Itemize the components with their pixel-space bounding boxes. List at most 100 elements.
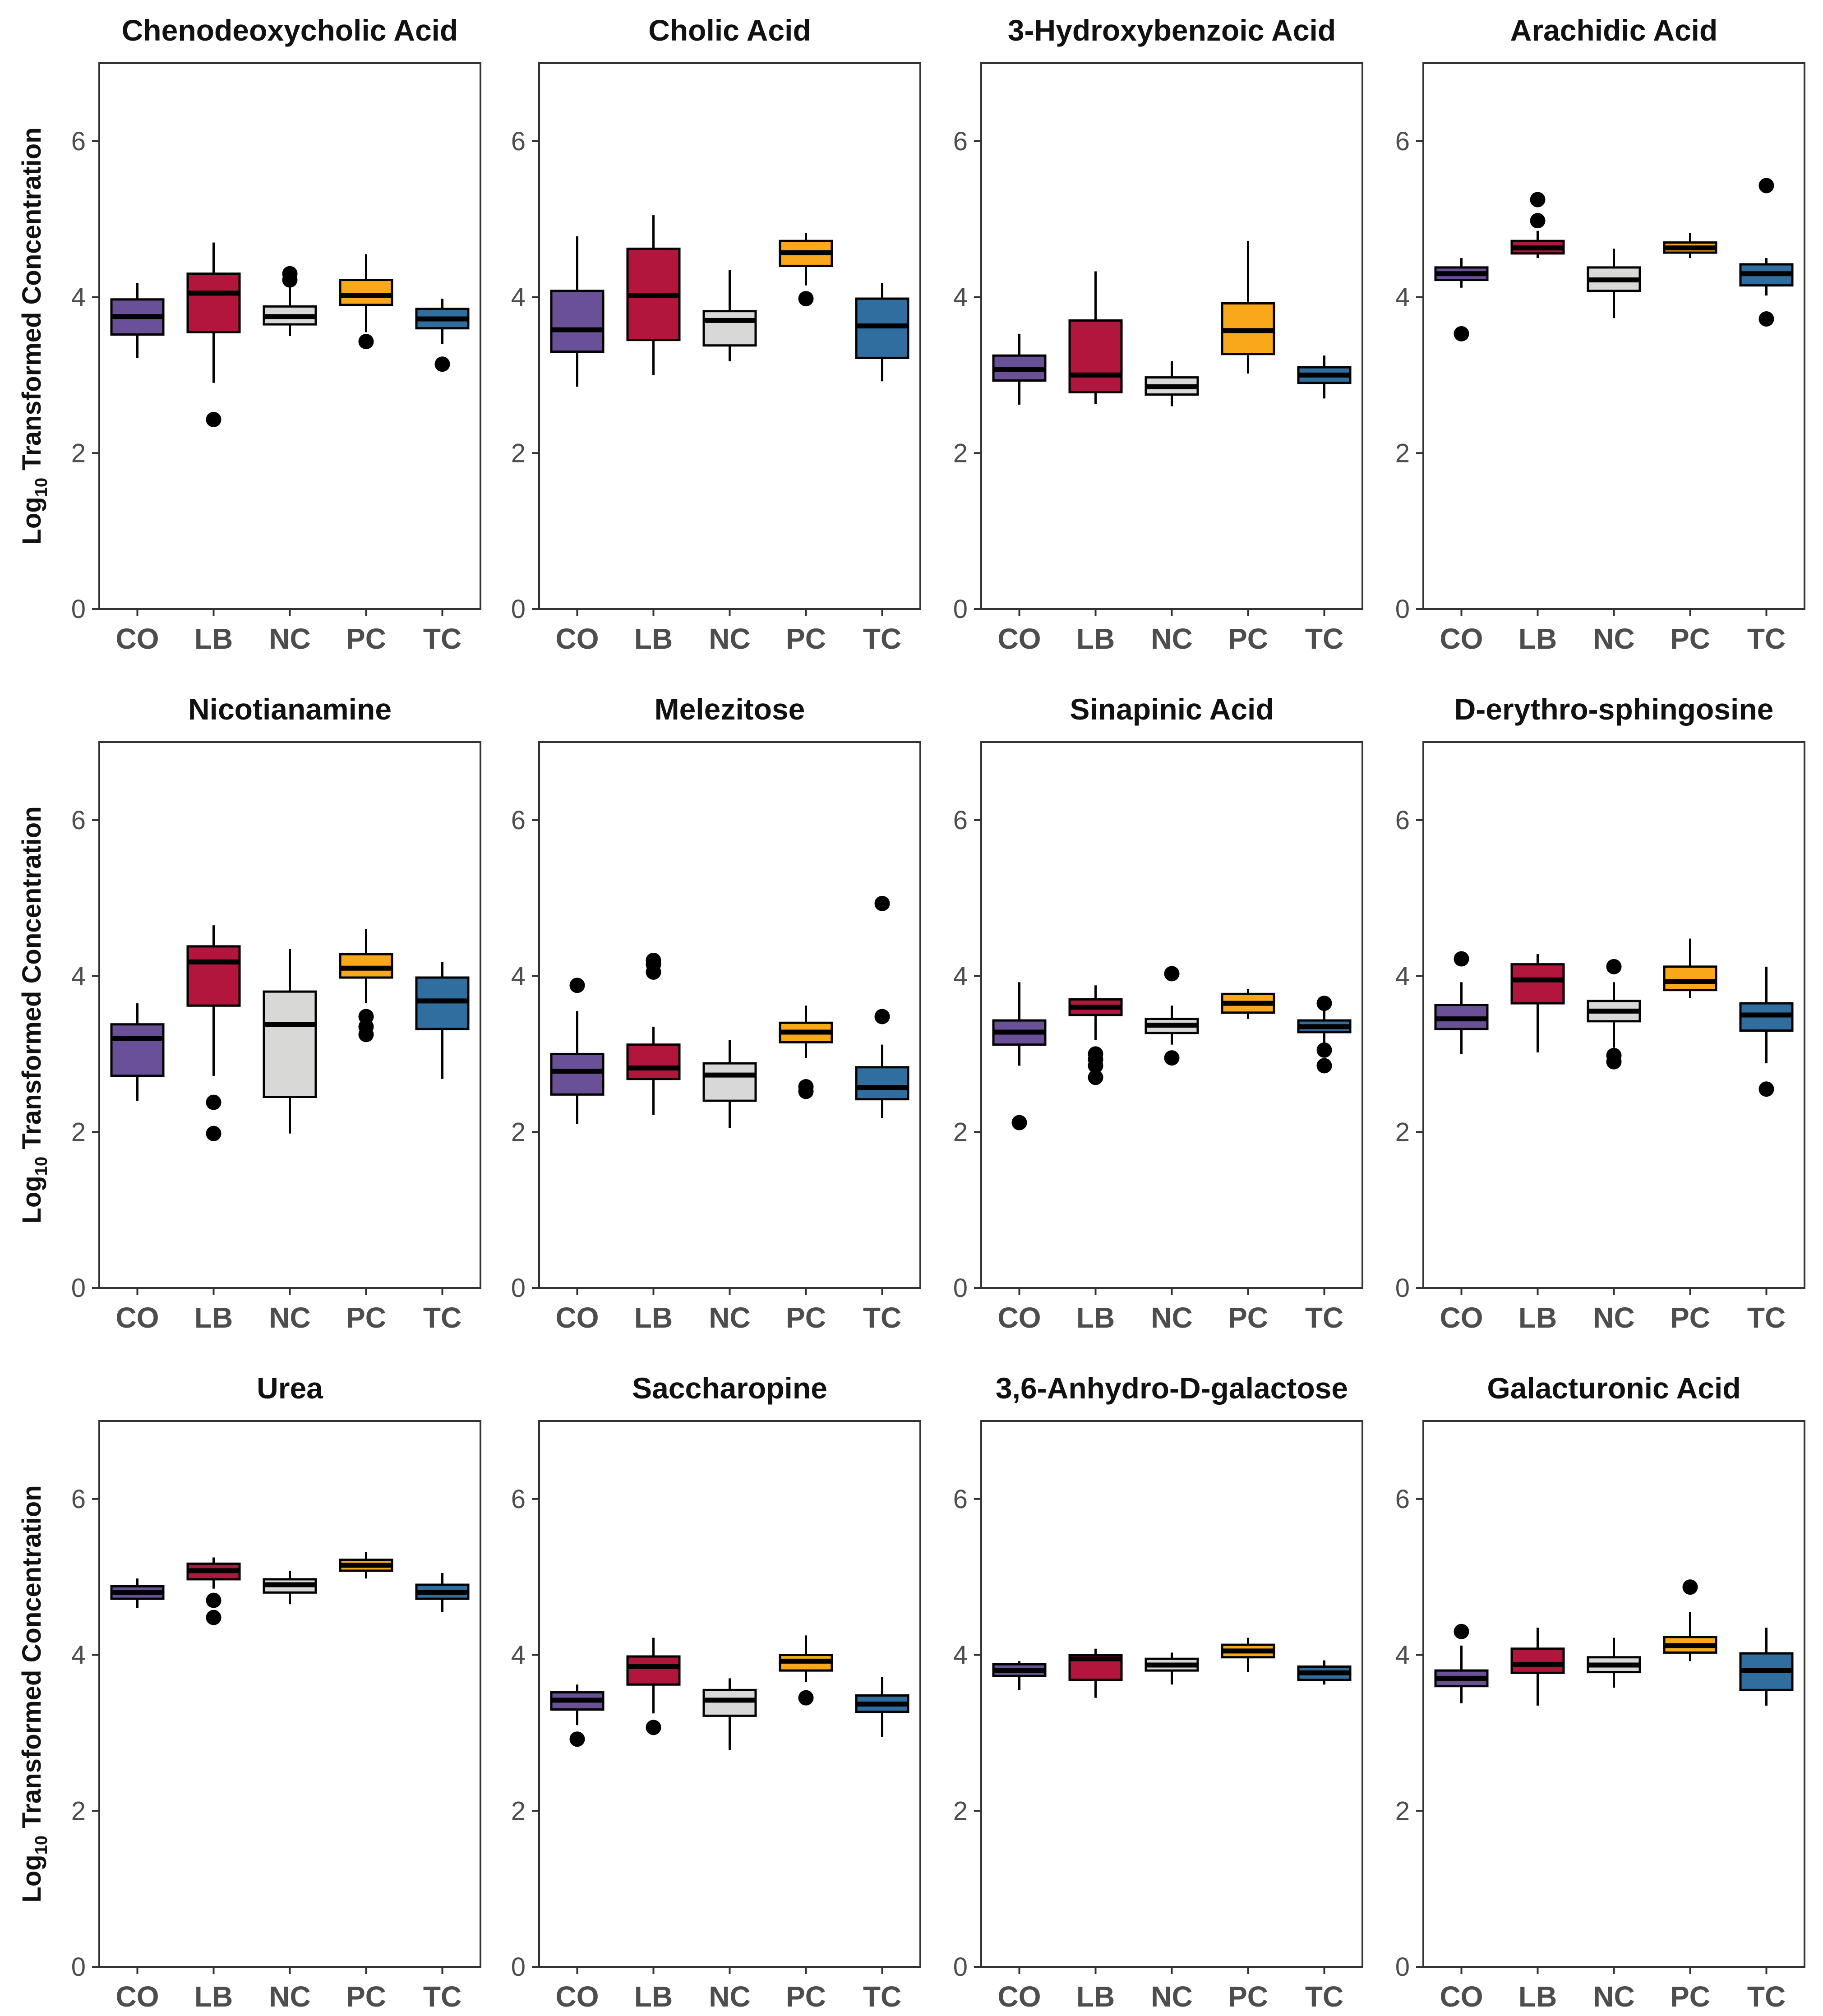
x-tick-label: CO xyxy=(556,623,599,655)
outlier-point xyxy=(646,1720,661,1735)
iqr-box xyxy=(339,279,393,306)
panel-1: Chenodeoxycholic Acid 0 2 4 6 CO LB NC PC TC Log10… xyxy=(17,14,481,655)
x-tick-label: CO xyxy=(1440,1301,1483,1334)
box-lb xyxy=(626,1638,681,1735)
x-tick-label: TC xyxy=(423,1980,462,2013)
y-tick-label: 2 xyxy=(71,438,86,468)
x-tick-label: PC xyxy=(1670,1301,1710,1334)
x-tick-label: CO xyxy=(998,1980,1041,2013)
outlier-point xyxy=(282,266,298,281)
panel-8: D-erythro-sphingosine 0 2 4 6 CO LB NC PC TC xyxy=(1395,692,1805,1334)
iqr-box xyxy=(263,990,317,1098)
x-tick-label: PC xyxy=(1670,1980,1710,2013)
iqr-box xyxy=(626,1043,681,1080)
plot-frame xyxy=(980,62,1363,610)
box-tc xyxy=(855,283,909,382)
outlier-point xyxy=(1530,213,1546,229)
panel-6: Melezitose 0 2 4 6 CO LB NC PC TC xyxy=(511,692,921,1334)
y-tick-label: 2 xyxy=(1395,438,1410,468)
y-tick-label: 6 xyxy=(953,127,968,156)
outlier-point xyxy=(798,1084,814,1099)
box-nc xyxy=(1587,1638,1641,1688)
outlier-point xyxy=(1606,1054,1622,1070)
y-tick-label: 0 xyxy=(1395,595,1410,624)
box-tc xyxy=(415,299,470,372)
box-tc xyxy=(1297,1660,1352,1685)
box-nc xyxy=(263,949,317,1134)
x-tick-label: LB xyxy=(1076,1301,1115,1334)
box-co xyxy=(992,982,1047,1130)
outlier-point xyxy=(1316,1058,1332,1074)
y-axis-title: Log10 Transformed Concentration xyxy=(17,806,51,1223)
panel-12: Galacturonic Acid 0 2 4 6 CO LB NC PC TC xyxy=(1395,1371,1805,2013)
y-tick-label: 6 xyxy=(511,127,526,156)
box-pc xyxy=(779,1006,833,1099)
box-nc xyxy=(702,270,757,361)
box-co xyxy=(1434,951,1489,1054)
panel-9: Urea 0 2 4 6 CO LB NC PC TC Log10 Transformed Conc… xyxy=(17,1371,481,2013)
x-tick-label: TC xyxy=(1747,1980,1786,2013)
plot-frame xyxy=(538,741,921,1289)
y-tick-label: 4 xyxy=(511,1641,526,1670)
y-axis-title-suffix: Transformed Concentration xyxy=(17,806,46,1157)
box-pc xyxy=(339,1552,393,1579)
box-tc xyxy=(415,1573,470,1612)
y-tick-label: 4 xyxy=(1395,283,1410,312)
x-tick-label: CO xyxy=(116,623,159,655)
y-tick-label: 4 xyxy=(953,962,968,991)
y-axis-title-subscript: 10 xyxy=(32,1157,51,1176)
y-tick-label: 2 xyxy=(511,1117,526,1147)
box-pc xyxy=(1663,233,1717,258)
y-tick-label: 4 xyxy=(953,1641,968,1670)
outlier-point xyxy=(206,1094,222,1110)
y-tick-label: 2 xyxy=(511,438,526,468)
x-tick-label: LB xyxy=(194,623,233,655)
y-axis-title-suffix: Transformed Concentration xyxy=(17,127,46,478)
outlier-point xyxy=(1758,1081,1774,1097)
x-tick-label: NC xyxy=(1593,1980,1634,2013)
y-tick-label: 2 xyxy=(511,1796,526,1826)
x-tick-label: LB xyxy=(634,1301,673,1334)
outlier-point xyxy=(1682,1579,1698,1595)
x-tick-label: NC xyxy=(269,1301,310,1334)
y-tick-label: 0 xyxy=(71,1273,86,1303)
y-tick-label: 6 xyxy=(953,806,968,835)
plot-frame xyxy=(1422,1420,1805,1968)
iqr-box xyxy=(702,1062,757,1102)
y-tick-label: 6 xyxy=(1395,806,1410,835)
iqr-box xyxy=(855,1066,909,1101)
y-tick-label: 0 xyxy=(71,595,86,624)
iqr-box xyxy=(1663,965,1717,992)
box-lb xyxy=(626,215,681,375)
y-tick-label: 6 xyxy=(511,1485,526,1514)
y-tick-label: 6 xyxy=(953,1485,968,1514)
box-lb xyxy=(1510,954,1565,1052)
x-tick-label: PC xyxy=(786,623,826,655)
box-co xyxy=(110,1003,165,1101)
panel-title: D-erythro-sphingosine xyxy=(1454,692,1774,726)
x-tick-label: CO xyxy=(998,1301,1041,1334)
x-tick-label: NC xyxy=(1151,1980,1192,2013)
x-tick-label: TC xyxy=(1305,1301,1343,1334)
x-tick-label: PC xyxy=(1228,1980,1268,2013)
outlier-point xyxy=(798,291,814,307)
iqr-box xyxy=(186,272,241,333)
x-tick-label: TC xyxy=(1305,623,1343,655)
box-lb xyxy=(186,925,241,1141)
iqr-box xyxy=(1510,1647,1565,1674)
x-tick-label: CO xyxy=(556,1301,599,1334)
box-tc xyxy=(855,1676,909,1737)
y-tick-label: 0 xyxy=(71,1952,86,1982)
x-tick-label: NC xyxy=(1151,623,1192,655)
x-tick-label: LB xyxy=(1518,1301,1557,1334)
x-tick-label: NC xyxy=(1593,623,1634,655)
outlier-point xyxy=(1011,1115,1027,1130)
panel-5: Nicotianamine 0 2 4 6 CO LB NC PC TC Log10 Transfo… xyxy=(17,692,481,1334)
iqr-box xyxy=(702,1688,757,1717)
panel-title: Melezitose xyxy=(655,692,805,726)
y-tick-label: 0 xyxy=(511,595,526,624)
outlier-point xyxy=(569,1731,585,1747)
outlier-point xyxy=(1530,192,1546,208)
x-tick-label: TC xyxy=(1747,1301,1786,1334)
